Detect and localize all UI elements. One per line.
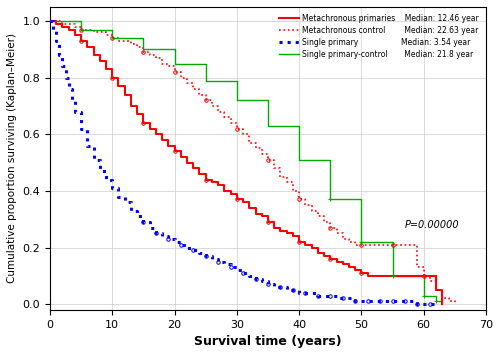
- X-axis label: Survival time (years): Survival time (years): [194, 335, 342, 348]
- Legend: Metachronous primaries    Median: 12.46 year, Metachronous control        Median: Metachronous primaries Median: 12.46 yea…: [276, 11, 482, 62]
- Y-axis label: Cumulative proportion surviving (Kaplan–Meier): Cumulative proportion surviving (Kaplan–…: [7, 33, 17, 283]
- Text: P=0.00000: P=0.00000: [405, 220, 460, 230]
